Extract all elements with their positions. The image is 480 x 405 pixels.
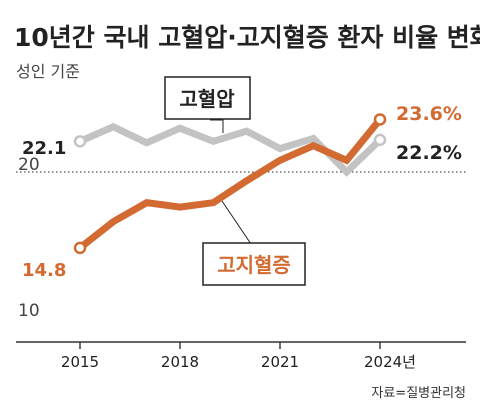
x-tick-label: 2015 (61, 353, 99, 371)
chart-title: 10년간 국내 고혈압·고지혈증 환자 비율 변화 (14, 23, 480, 52)
legend-box-hyperlipidemia (202, 242, 306, 286)
data-label-hyperlipidemia-start: 14.8 (22, 260, 66, 281)
legend-box-hypertension (164, 76, 251, 120)
x-tick-label: 2024년 (364, 353, 416, 371)
series-line-0 (78, 122, 383, 177)
data-point (73, 241, 87, 255)
y-tick-label: 20 (18, 155, 40, 175)
legend-label-hypertension: 고혈압 (179, 87, 235, 111)
data-point (73, 135, 87, 148)
data-point (373, 113, 387, 126)
series-layer (73, 113, 387, 255)
leader-line-hypertension (210, 119, 224, 133)
data-point (373, 133, 387, 147)
data-label-hypertension-start: 22.1 (22, 138, 66, 159)
data-label-hyperlipidemia-end: 23.6% (396, 103, 462, 125)
labels-layer: 20 10 2015 2018 2021 2024년 22.1 22.2% 14.8 23.6% 고… (18, 76, 462, 371)
series-line-1 (77, 117, 383, 251)
grid-layer (16, 171, 466, 349)
x-tick-label: 2021 (261, 353, 299, 371)
x-tick-label: 2018 (161, 353, 199, 371)
source-note: 자료=질병관리청 (371, 386, 466, 401)
data-label-hypertension-end: 22.2% (396, 142, 462, 164)
chart-subtitle: 성인 기준 (16, 62, 80, 81)
y-tick-label: 10 (18, 301, 40, 321)
legend-label-hyperlipidemia: 고지혈증 (217, 253, 291, 277)
